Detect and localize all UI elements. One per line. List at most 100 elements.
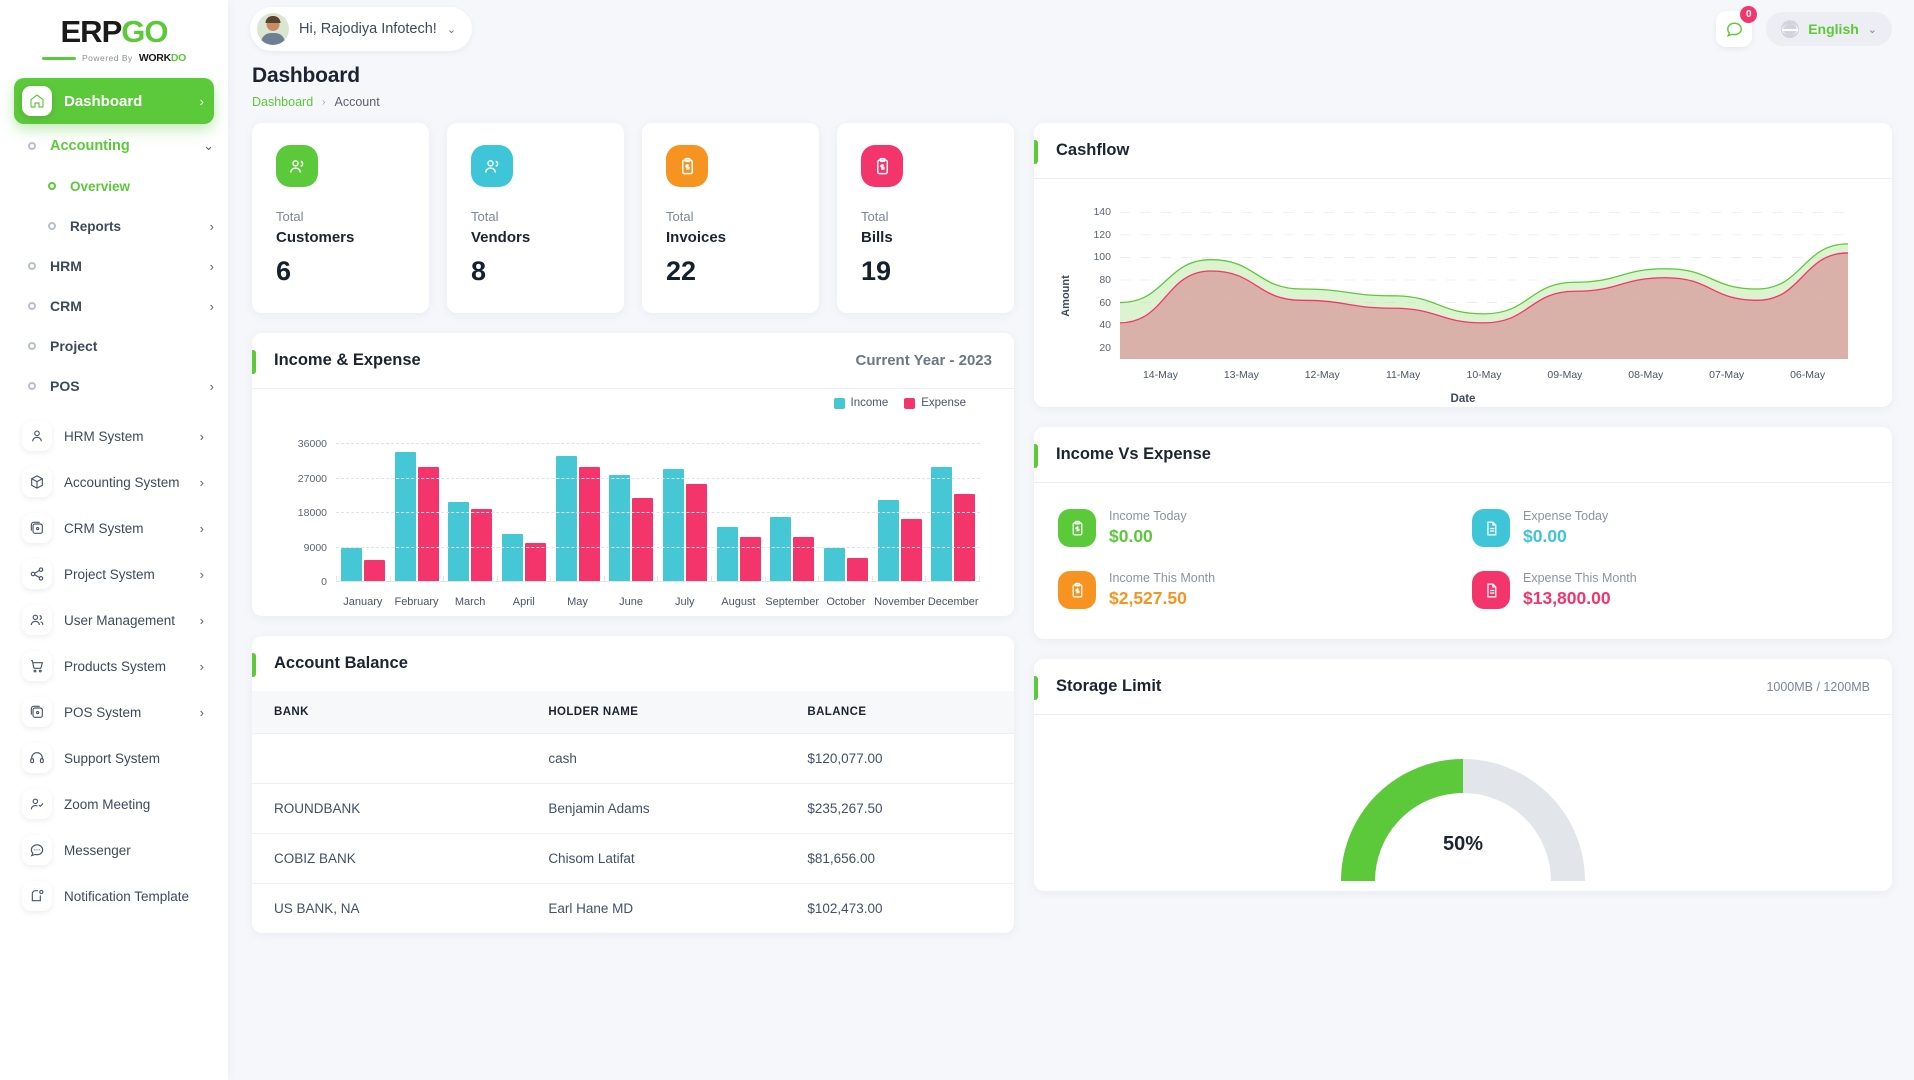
x-tick-label: February <box>394 596 439 608</box>
sidebar-item-reports[interactable]: Reports › <box>14 206 214 246</box>
bar-group[interactable] <box>765 427 819 582</box>
gridline: 18000 <box>298 507 980 519</box>
bar-group[interactable] <box>390 427 444 582</box>
bar-group[interactable] <box>443 427 497 582</box>
bar-group[interactable] <box>551 427 605 582</box>
table-row[interactable]: US BANK, NA Earl Hane MD $102,473.00 <box>252 883 1014 933</box>
x-tick-label: July <box>674 596 695 608</box>
bar-income[interactable] <box>448 501 470 582</box>
breadcrumb-link-dashboard[interactable]: Dashboard <box>252 95 314 109</box>
cell-bank <box>252 733 527 784</box>
bar-expense[interactable] <box>685 484 707 582</box>
x-tick-label: March <box>454 596 486 608</box>
bar-income[interactable] <box>609 474 631 582</box>
stat-card-bills[interactable]: Total Bills 19 <box>837 123 1014 313</box>
sidebar-item-support-system[interactable]: Support System <box>14 736 214 780</box>
bar-income[interactable] <box>394 451 416 582</box>
sidebar-label-pos: POS <box>50 378 80 394</box>
y-tick-label: 18000 <box>297 507 327 520</box>
bar-income[interactable] <box>931 467 953 582</box>
chevron-right-icon: › <box>322 96 326 108</box>
tick <box>336 576 390 582</box>
bar-expense[interactable] <box>793 536 815 582</box>
chevron-right-icon: › <box>199 93 204 109</box>
gridline: 27000 <box>298 473 980 485</box>
bar-expense[interactable] <box>846 558 868 582</box>
bar-income[interactable] <box>501 534 523 582</box>
bar-expense[interactable] <box>739 536 761 582</box>
stat-card-customers[interactable]: Total Customers 6 <box>252 123 429 313</box>
bar-expense[interactable] <box>471 509 493 582</box>
x-tick-label: October <box>826 596 866 608</box>
bar-expense[interactable] <box>417 467 439 582</box>
user-check-icon <box>22 789 52 819</box>
legend-income[interactable]: Income <box>833 397 888 409</box>
item-label: Income This Month <box>1109 571 1216 585</box>
sidebar-item-user-management[interactable]: User Management › <box>14 598 214 642</box>
sidebar-item-crm-system[interactable]: CRM System › <box>14 506 214 550</box>
sidebar-item-pos[interactable]: POS › <box>14 366 214 406</box>
bar-series <box>336 427 980 582</box>
bar-income[interactable] <box>770 516 792 582</box>
bar-income[interactable] <box>340 547 362 582</box>
bar-expense[interactable] <box>363 559 385 582</box>
language-selector[interactable]: English ⌄ <box>1766 12 1892 46</box>
clipboard-icon <box>1058 571 1096 609</box>
sidebar-item-zoom-meeting[interactable]: Zoom Meeting <box>14 782 214 826</box>
tick <box>818 576 872 582</box>
bar-income[interactable] <box>662 469 684 582</box>
chat-button[interactable]: 0 <box>1716 6 1758 47</box>
sidebar-item-project[interactable]: Project <box>14 326 214 366</box>
bar-group[interactable] <box>926 427 980 582</box>
logo-tagline: Powered By WORKDO <box>41 52 186 64</box>
dot-icon <box>28 342 36 350</box>
table-row[interactable]: cash $120,077.00 <box>252 733 1014 784</box>
legend-expense[interactable]: Expense <box>904 397 966 409</box>
y-tick-label: 9000 <box>303 541 327 554</box>
y-tick-label: 140 <box>1093 206 1111 219</box>
table-row[interactable]: ROUNDBANK Benjamin Adams $235,267.50 <box>252 783 1014 834</box>
bar-group[interactable] <box>819 427 873 582</box>
bar-expense[interactable] <box>578 467 600 582</box>
sidebar-item-dashboard[interactable]: Dashboard › <box>14 78 214 124</box>
sidebar-item-pos-system[interactable]: POS System › <box>14 690 214 734</box>
bar-group[interactable] <box>604 427 658 582</box>
gridline: 36000 <box>298 438 980 450</box>
bar-expense[interactable] <box>524 542 546 582</box>
sidebar-item-hrm-system[interactable]: HRM System › <box>14 414 214 458</box>
cashflow-x-axis-label: Date <box>1450 393 1476 405</box>
bar-income[interactable] <box>877 499 899 582</box>
sidebar-item-project-system[interactable]: Project System › <box>14 552 214 596</box>
sidebar-item-products-system[interactable]: Products System › <box>14 644 214 688</box>
stat-card-vendors[interactable]: Total Vendors 8 <box>447 123 624 313</box>
cell-holder: Chisom Latifat <box>526 833 786 884</box>
sidebar-item-accounting[interactable]: Accounting ⌄ <box>14 126 214 166</box>
bar-group[interactable] <box>336 427 390 582</box>
bar-expense[interactable] <box>632 497 654 582</box>
user-menu-button[interactable]: Hi, Rajodiya Infotech! ⌄ <box>250 7 473 51</box>
page-title: Dashboard <box>252 64 360 87</box>
bar-group[interactable] <box>497 427 551 582</box>
bar-income[interactable] <box>555 455 577 582</box>
bar-group[interactable] <box>712 427 766 582</box>
stat-card-invoices[interactable]: Total Invoices 22 <box>642 123 819 313</box>
sidebar-item-accounting-system[interactable]: Accounting System › <box>14 460 214 504</box>
bar-group[interactable] <box>658 427 712 582</box>
cashflow-plot-area: 20 40 60 80 100 120 140 <box>1093 201 1848 359</box>
bar-group[interactable] <box>873 427 927 582</box>
sidebar-item-crm[interactable]: CRM › <box>14 286 214 326</box>
bar-expense[interactable] <box>900 518 922 582</box>
bar-income[interactable] <box>716 526 738 582</box>
table-row[interactable]: COBIZ BANK Chisom Latifat $81,656.00 <box>252 833 1014 884</box>
sidebar-item-notification-template[interactable]: Notification Template <box>14 874 214 918</box>
chevron-right-icon: › <box>199 704 204 720</box>
stat-value: 19 <box>861 256 892 286</box>
sidebar-item-overview[interactable]: Overview <box>14 166 214 206</box>
sidebar-item-hrm[interactable]: HRM › <box>14 246 214 286</box>
bar-income[interactable] <box>823 547 845 582</box>
chat-icon <box>1726 22 1742 37</box>
tick <box>389 576 444 582</box>
app-logo[interactable]: ERPGO Powered By WORKDO <box>0 0 228 72</box>
bar-expense[interactable] <box>954 493 976 582</box>
sidebar-item-messenger[interactable]: Messenger <box>14 828 214 872</box>
